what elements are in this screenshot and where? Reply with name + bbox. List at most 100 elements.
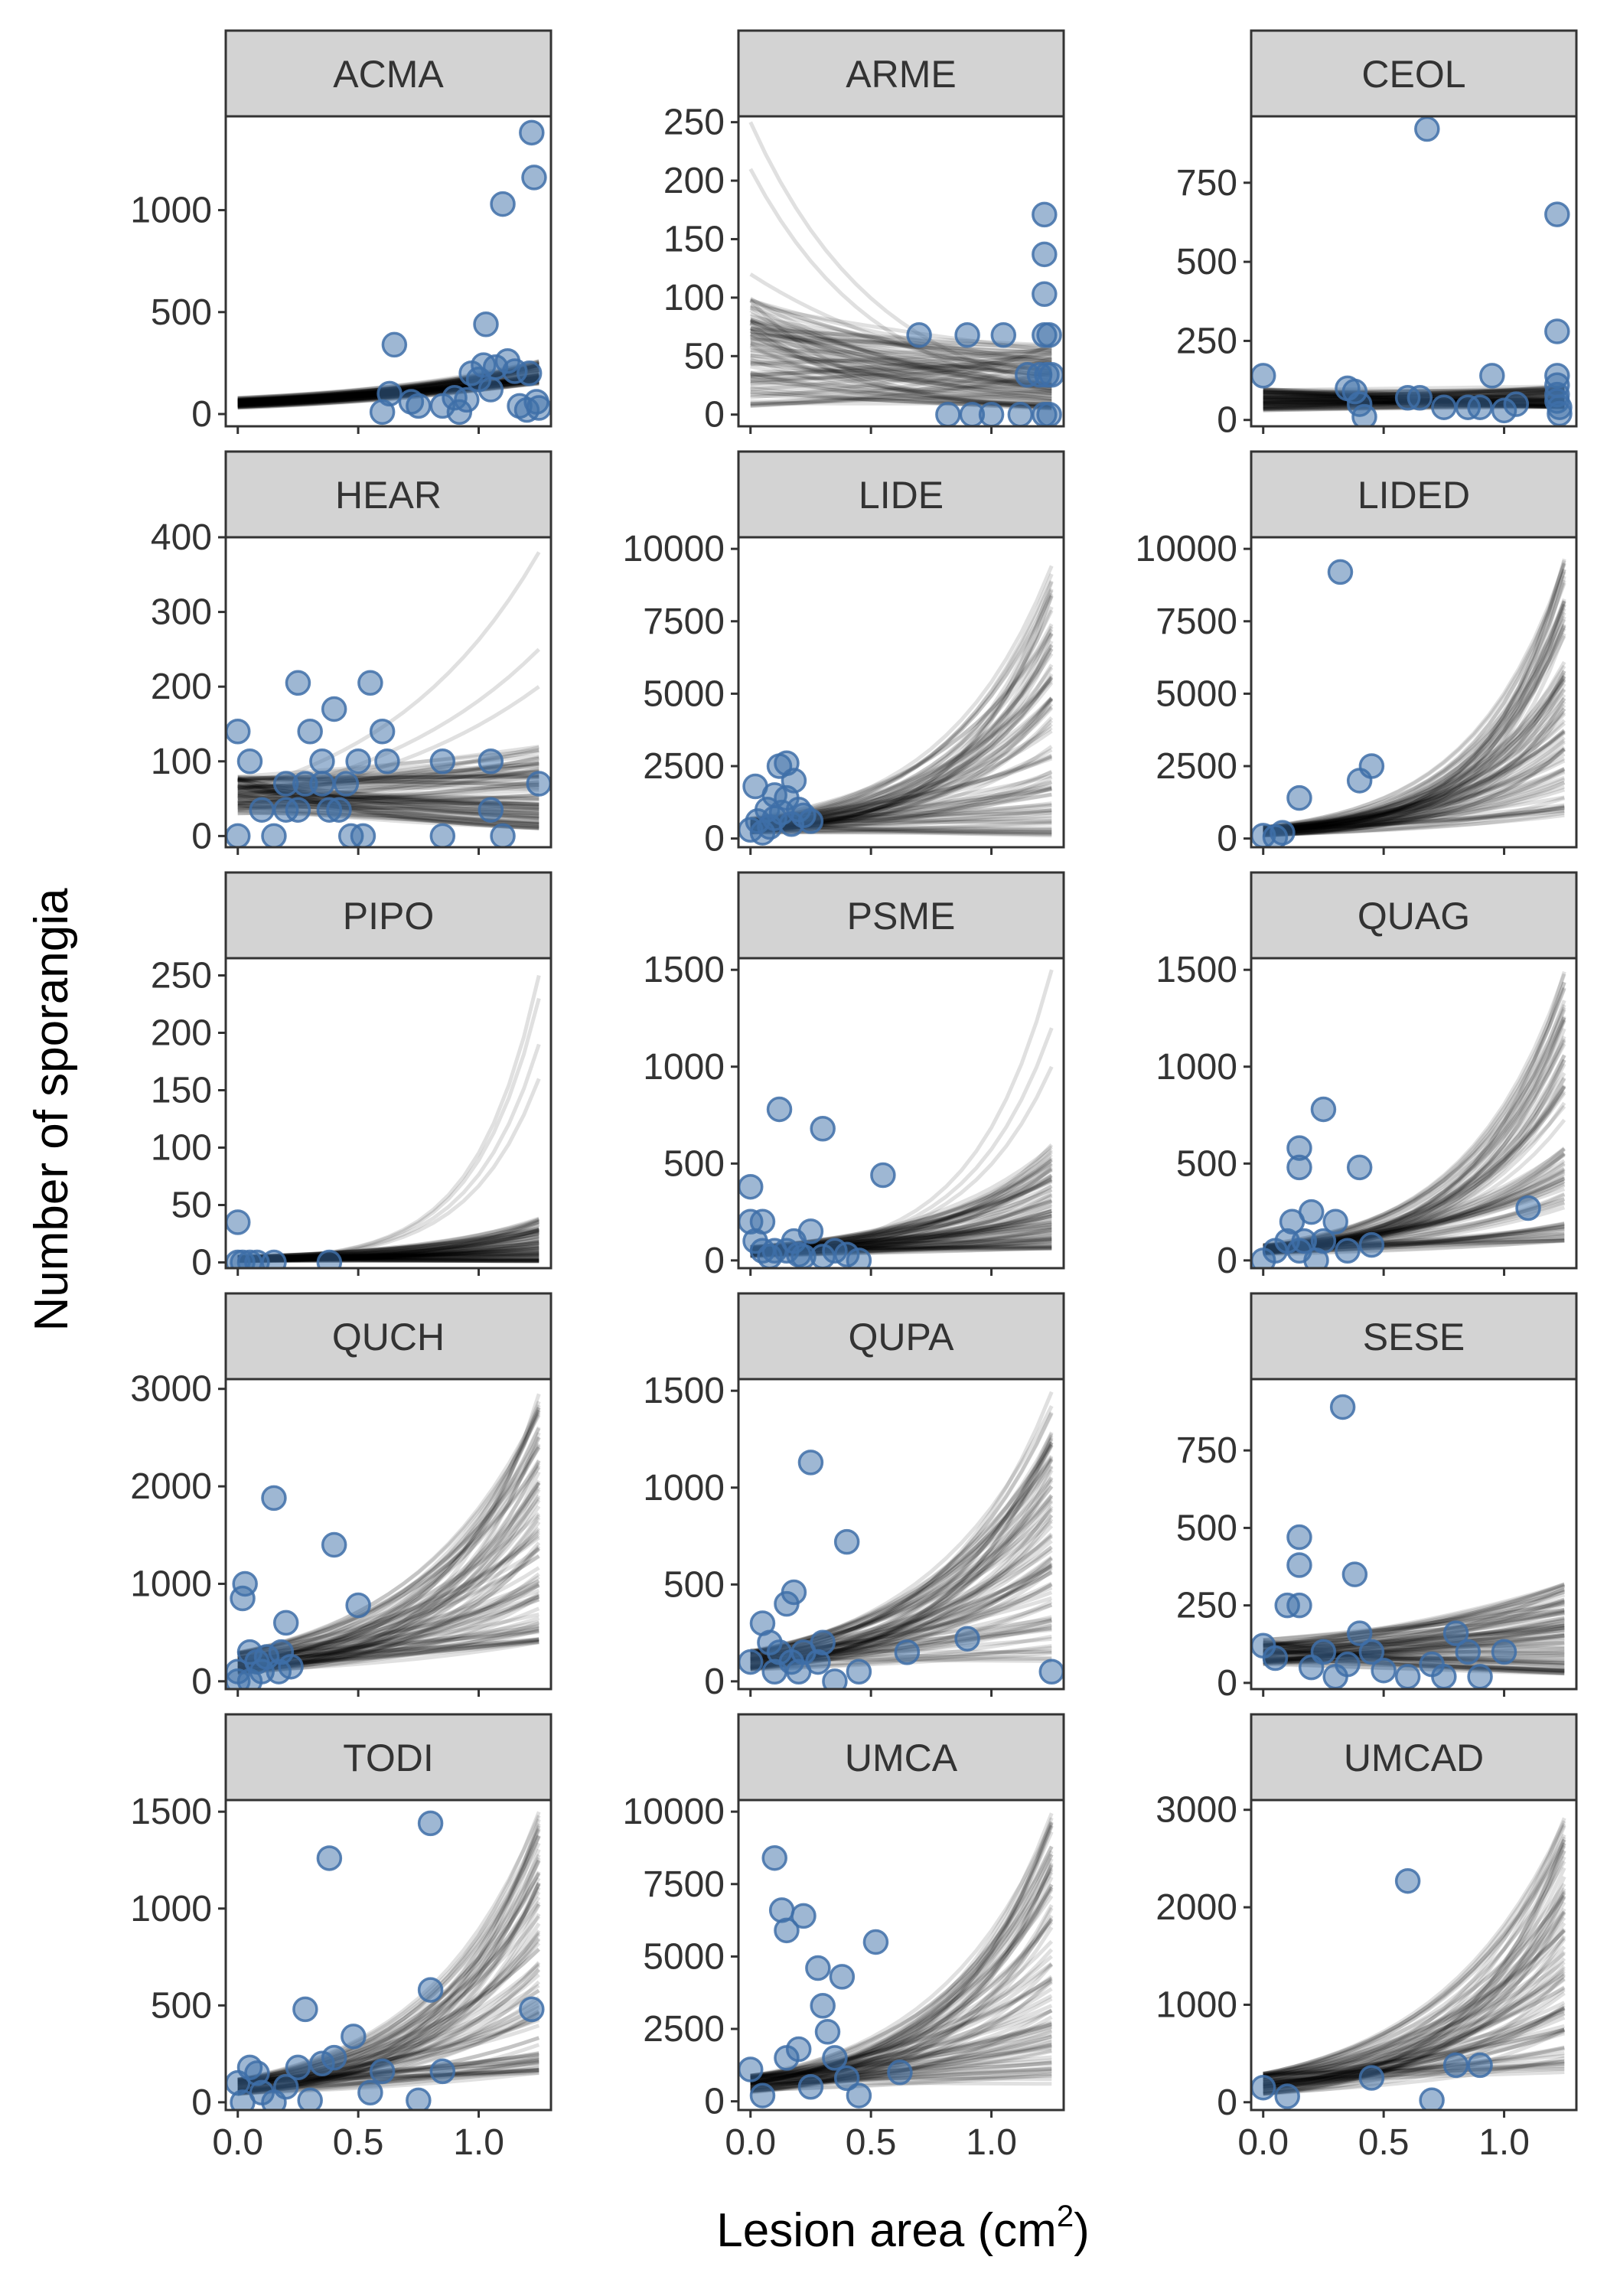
posterior-line: [237, 1257, 539, 1262]
posterior-line: [750, 354, 1052, 387]
posterior-lines: [1263, 1817, 1566, 2096]
posterior-line: [1263, 579, 1566, 834]
posterior-line: [750, 371, 1052, 408]
posterior-line: [237, 1251, 539, 1262]
y-tick-label: 1000: [130, 1564, 212, 1604]
posterior-line: [1263, 677, 1566, 833]
panel-border: [737, 957, 1065, 1270]
posterior-line: [748, 298, 1052, 410]
data-point: [781, 768, 807, 794]
posterior-line: [1263, 810, 1565, 837]
posterior-lines: [750, 1391, 1054, 1672]
posterior-line: [750, 2022, 1052, 2080]
posterior-line: [237, 1254, 539, 1262]
posterior-line: [237, 1256, 539, 1264]
posterior-line: [749, 298, 1052, 374]
data-point: [309, 748, 335, 775]
data-point: [272, 2073, 299, 2100]
data-point: [766, 1096, 793, 1123]
posterior-line: [237, 1244, 539, 1263]
posterior-line: [1263, 582, 1566, 833]
posterior-line: [750, 361, 1052, 389]
posterior-line: [1263, 618, 1566, 830]
posterior-line: [750, 1918, 1054, 2082]
data-point: [1038, 362, 1064, 388]
posterior-line: [1263, 1602, 1565, 1642]
data-point: [261, 1249, 287, 1268]
posterior-line: [1263, 1894, 1566, 2076]
posterior-line: [1263, 670, 1566, 837]
posterior-line: [1263, 1896, 1566, 2089]
panel-border: [737, 536, 1065, 849]
posterior-line: [1263, 1629, 1565, 1645]
posterior-line: [1263, 687, 1566, 830]
posterior-line: [750, 1822, 1054, 2086]
panel-border: [737, 1378, 1065, 1691]
posterior-line: [1263, 1910, 1566, 2086]
posterior-line: [1263, 805, 1565, 833]
posterior-line: [750, 332, 1052, 356]
data-point: [822, 1668, 848, 1689]
data-point: [738, 1649, 764, 1675]
posterior-line: [237, 1246, 539, 1262]
facet-acma: ACMA 0 500 1000: [130, 29, 553, 435]
data-point: [226, 823, 251, 847]
posterior-line: [1263, 803, 1565, 830]
posterior-line: [1263, 562, 1566, 833]
posterior-line: [750, 346, 1052, 378]
y-tick-label: 2500: [1156, 746, 1237, 787]
data-point: [478, 797, 504, 823]
facet-ceol: CEOL 0 250 500 750: [1176, 29, 1578, 441]
posterior-line: [1263, 806, 1565, 832]
data-point: [454, 386, 480, 413]
posterior-line: [1263, 1969, 1566, 2087]
posterior-line: [750, 386, 1052, 410]
facet-strip: [224, 871, 553, 960]
y-tick-label: 100: [663, 278, 725, 318]
posterior-line: [1263, 1844, 1566, 2078]
x-axis-title-main: Lesion area (cm: [716, 2204, 1057, 2257]
posterior-line: [237, 1248, 539, 1260]
y-tick-label: 7500: [643, 1864, 725, 1905]
data-point: [954, 1626, 980, 1652]
facet-title: QUCH: [332, 1316, 445, 1358]
posterior-line: [1263, 1907, 1566, 2096]
posterior-line: [749, 341, 1052, 399]
panel-border: [224, 1799, 553, 2112]
posterior-line: [1263, 770, 1566, 833]
posterior-line: [237, 1216, 540, 1261]
posterior-line: [1263, 2046, 1565, 2089]
data-point: [1407, 385, 1433, 411]
facet-strip: [737, 871, 1065, 960]
facet-psme: PSME 0 500 1000 1500: [643, 871, 1065, 1281]
posterior-line: [1263, 1892, 1566, 2082]
data-point: [285, 2054, 311, 2081]
y-tick-label: 10000: [1136, 529, 1237, 569]
data-point: [1310, 1096, 1337, 1123]
posterior-line: [1263, 809, 1565, 832]
facet-strip: [1250, 1713, 1578, 1802]
posterior-line: [237, 1250, 539, 1261]
posterior-line: [237, 1228, 539, 1262]
posterior-line: [1263, 1889, 1566, 2085]
posterior-line: [237, 1255, 539, 1263]
posterior-line: [750, 347, 1052, 386]
posterior-line: [1263, 707, 1566, 835]
posterior-line: [1263, 559, 1566, 836]
posterior-line: [1263, 623, 1566, 836]
data-point: [316, 1249, 343, 1268]
posterior-line: [1263, 731, 1566, 830]
posterior-line: [1263, 1593, 1565, 1648]
panel-border: [224, 957, 553, 1270]
posterior-line: [237, 1248, 539, 1260]
panel-border: [1250, 536, 1578, 849]
x-tick-label: 0.0: [1237, 2122, 1289, 2163]
posterior-line: [750, 354, 1052, 375]
data-point: [1038, 1658, 1064, 1684]
posterior-line: [1263, 730, 1566, 830]
data-point: [781, 1579, 807, 1606]
data-point: [1414, 116, 1440, 142]
data-point: [261, 1485, 287, 1512]
y-tick-label: 500: [151, 292, 212, 333]
